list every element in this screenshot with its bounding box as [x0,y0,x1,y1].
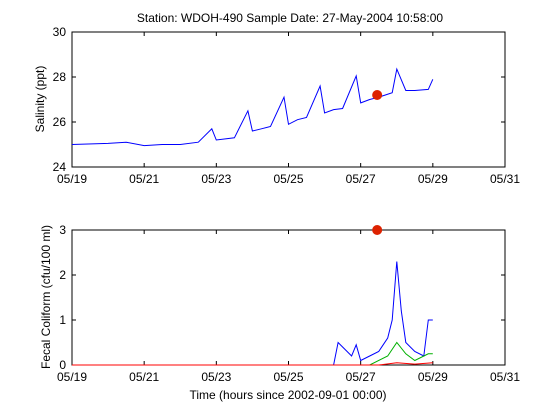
salinity-x-tick-label: 05/27 [346,172,376,186]
salinity-x-tick-label: 05/19 [57,172,87,186]
coliform-x-tick-label: 05/23 [201,370,231,384]
coliform-series [72,225,433,366]
salinity-y-ticks: 24 26 28 30 [53,25,505,174]
coliform-line-blue [72,261,433,366]
salinity-y-axis-label: Salinity (ppt) [33,66,47,133]
coliform-x-axis-label: Time (hours since 2002-09-01 00:00) [190,388,387,402]
salinity-series [71,67,434,147]
salinity-x-tick-label: 05/23 [201,172,231,186]
coliform-line-red [72,362,433,366]
salinity-sample-marker [372,90,383,100]
coliform-y-tick-label: 0 [59,358,66,372]
coliform-x-tick-label: 05/19 [57,370,87,384]
coliform-x-tick-label: 05/31 [490,370,520,384]
salinity-x-tick-label: 05/25 [273,172,303,186]
salinity-line-blue [71,67,434,147]
coliform-x-tick-label: 05/27 [346,370,376,384]
salinity-x-tick-label: 05/31 [490,172,520,186]
salinity-x-tick-label: 05/29 [418,172,448,186]
coliform-y-tick-label: 1 [59,313,66,327]
figure-title: Station: WDOH-490 Sample Date: 27-May-20… [137,11,443,25]
coliform-axes-box [71,229,506,366]
salinity-axes-box [71,31,506,168]
salinity-x-ticks: 05/19 05/21 05/23 05/25 05/27 05/29 05/31 [57,32,520,186]
salinity-y-tick-label: 28 [53,70,67,84]
salinity-y-tick-label: 26 [53,115,67,129]
coliform-sample-marker [372,225,383,235]
coliform-x-tick-label: 05/25 [273,370,303,384]
salinity-y-tick-label: 24 [53,160,67,174]
coliform-y-tick-label: 3 [59,223,66,237]
coliform-y-tick-label: 2 [59,268,66,282]
coliform-x-ticks: 05/19 05/21 05/23 05/25 05/27 05/29 05/31 [57,230,520,384]
coliform-y-axis-label: Fecal Coliform (cfu/100 ml) [39,225,53,369]
coliform-line-green [72,341,433,366]
salinity-panel: 05/19 05/21 05/23 05/25 05/27 05/29 05/31 24 26… [33,25,520,186]
coliform-panel: 05/19 05/21 05/23 05/25 05/27 05/29 05/31 0 1 2 3… [39,223,520,402]
coliform-x-tick-label: 05/21 [129,370,159,384]
salinity-y-tick-label: 30 [53,25,67,39]
salinity-x-tick-label: 05/21 [129,172,159,186]
coliform-y-ticks: 0 1 2 3 [59,223,505,372]
coliform-x-tick-label: 05/29 [418,370,448,384]
